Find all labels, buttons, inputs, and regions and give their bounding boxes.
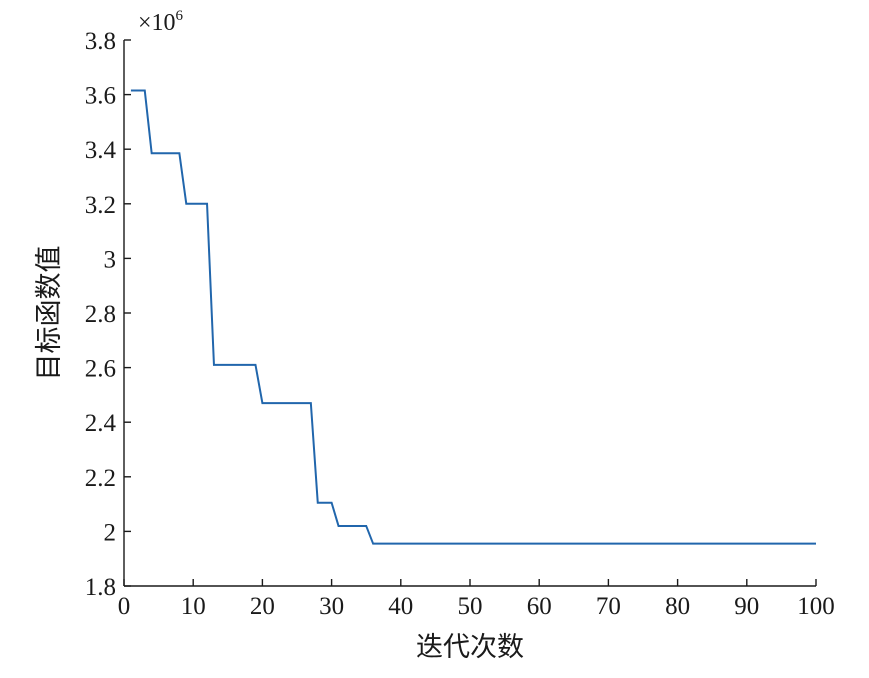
- y-tick-label: 3: [104, 246, 117, 273]
- x-tick-label: 60: [527, 593, 552, 620]
- x-tick-label: 90: [734, 593, 759, 620]
- series-line: [130, 89, 816, 545]
- x-tick-label: 30: [319, 593, 344, 620]
- x-tick-label: 100: [797, 593, 835, 620]
- x-tick-label: 0: [118, 593, 131, 620]
- y-tick-label: 1.8: [85, 574, 116, 601]
- x-axis-ticks: 0 10 20 30 40 50 60 70 80 90 100: [118, 579, 835, 620]
- y-tick-label: 2.6: [85, 356, 116, 383]
- x-tick-label: 10: [181, 593, 206, 620]
- x-tick-label: 70: [596, 593, 621, 620]
- x-tick-label: 20: [250, 593, 275, 620]
- y-tick-label: 2.2: [85, 465, 116, 492]
- y-tick-label: 3.4: [85, 137, 117, 164]
- y-tick-label: 3.8: [85, 28, 116, 55]
- y-tick-label: 3.6: [85, 83, 116, 110]
- y-tick-label: 2: [104, 519, 117, 546]
- x-tick-label: 80: [665, 593, 690, 620]
- y-axis-ticks: 1.8 2 2.2 2.4 2.6 2.8 3 3.2 3.4 3.6 3.8: [85, 28, 131, 601]
- y-axis-multiplier: ×106: [138, 8, 184, 36]
- x-axis-title: 迭代次数: [416, 632, 524, 663]
- y-tick-label: 2.8: [85, 301, 116, 328]
- y-tick-label: 2.4: [85, 410, 117, 437]
- y-axis-title: 目标函数值: [34, 246, 65, 381]
- x-tick-label: 50: [458, 593, 483, 620]
- y-tick-label: 3.2: [85, 192, 116, 219]
- x-tick-label: 40: [388, 593, 413, 620]
- plot-area: [123, 40, 816, 587]
